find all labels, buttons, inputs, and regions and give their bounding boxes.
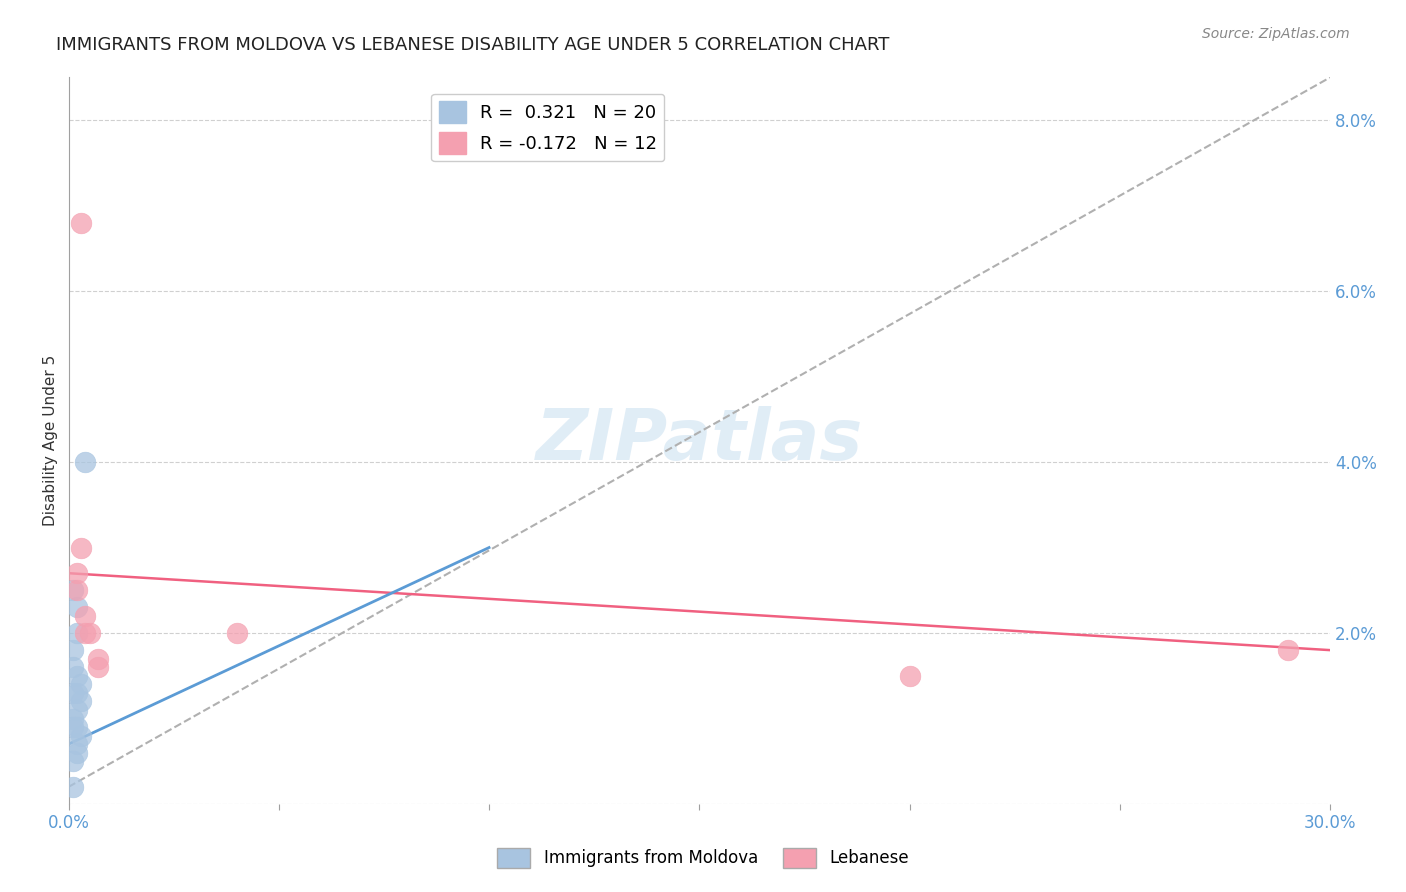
Point bbox=[66, 600, 89, 615]
Text: ZIPatlas: ZIPatlas bbox=[536, 406, 863, 475]
Point bbox=[79, 626, 101, 640]
Point bbox=[66, 737, 89, 751]
Point bbox=[62, 686, 84, 700]
Point bbox=[70, 677, 93, 691]
Point bbox=[66, 703, 89, 717]
Point bbox=[70, 694, 93, 708]
Point bbox=[75, 626, 97, 640]
Point bbox=[66, 566, 89, 581]
Point bbox=[66, 583, 89, 598]
Point bbox=[62, 583, 84, 598]
Legend: Immigrants from Moldova, Lebanese: Immigrants from Moldova, Lebanese bbox=[491, 841, 915, 875]
Point bbox=[225, 626, 247, 640]
Point bbox=[62, 643, 84, 657]
Point bbox=[75, 609, 97, 624]
Point bbox=[1277, 643, 1299, 657]
Legend: R =  0.321   N = 20, R = -0.172   N = 12: R = 0.321 N = 20, R = -0.172 N = 12 bbox=[432, 94, 665, 161]
Point bbox=[87, 651, 110, 665]
Point bbox=[66, 686, 89, 700]
Point bbox=[62, 780, 84, 794]
Point bbox=[87, 660, 110, 674]
Point bbox=[898, 669, 921, 683]
Point bbox=[62, 712, 84, 726]
Point bbox=[70, 216, 93, 230]
Point bbox=[70, 729, 93, 743]
Point bbox=[62, 754, 84, 768]
Text: IMMIGRANTS FROM MOLDOVA VS LEBANESE DISABILITY AGE UNDER 5 CORRELATION CHART: IMMIGRANTS FROM MOLDOVA VS LEBANESE DISA… bbox=[56, 36, 890, 54]
Point bbox=[75, 455, 97, 469]
Point bbox=[66, 669, 89, 683]
Y-axis label: Disability Age Under 5: Disability Age Under 5 bbox=[44, 355, 58, 526]
Point bbox=[66, 626, 89, 640]
Point bbox=[66, 720, 89, 734]
Point bbox=[62, 720, 84, 734]
Point bbox=[66, 746, 89, 760]
Point bbox=[70, 541, 93, 555]
Text: Source: ZipAtlas.com: Source: ZipAtlas.com bbox=[1202, 27, 1350, 41]
Point bbox=[62, 660, 84, 674]
